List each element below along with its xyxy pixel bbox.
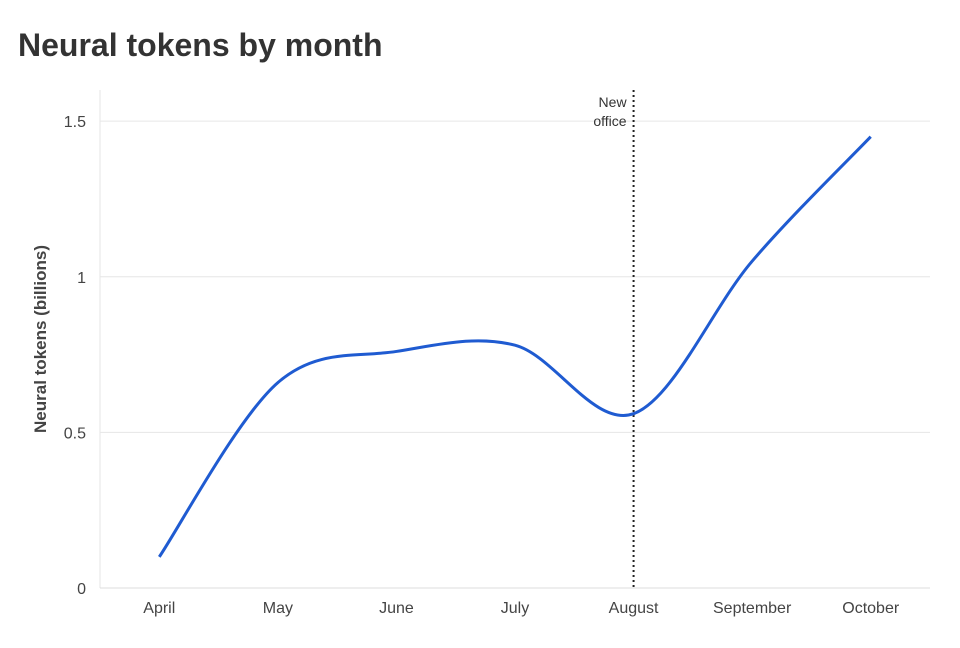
y-tick-label: 0 bbox=[77, 581, 86, 598]
x-tick-label: June bbox=[379, 600, 414, 617]
x-tick-label: July bbox=[501, 600, 529, 617]
y-tick-label: 1 bbox=[77, 270, 86, 287]
x-tick-label: October bbox=[842, 600, 900, 617]
chart-title: Neural tokens by month bbox=[18, 27, 383, 63]
annotation-text: New bbox=[599, 94, 628, 110]
y-axis-title: Neural tokens (billions) bbox=[31, 245, 50, 433]
x-tick-label: April bbox=[143, 600, 175, 617]
annotation-text: office bbox=[593, 113, 626, 129]
line bbox=[158, 135, 872, 558]
x-tick-label: August bbox=[609, 600, 659, 617]
x-tick-label: May bbox=[263, 600, 293, 617]
y-tick-label: 0.5 bbox=[64, 425, 86, 442]
y-tick-label: 1.5 bbox=[64, 114, 86, 131]
x-tick-label: September bbox=[713, 600, 792, 617]
